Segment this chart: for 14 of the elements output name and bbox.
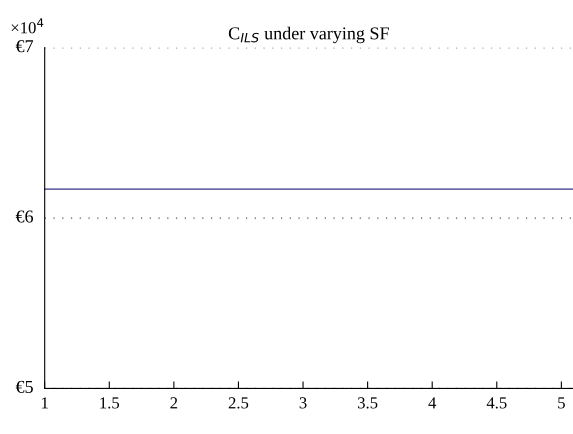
x-tick-label: 5 xyxy=(558,397,565,408)
x-tick-label: 4 xyxy=(428,397,436,408)
x-tick-label: 3.5 xyxy=(358,397,378,409)
x-tick-label: 1 xyxy=(42,397,48,408)
x-tick-label: 1.5 xyxy=(100,397,120,409)
y-tick-label: €6 xyxy=(16,210,34,223)
x-tick-label: 4.5 xyxy=(486,397,507,409)
chart-title: C$_{ILS}$ under varying SF xyxy=(228,26,389,44)
x-tick-label: 2 xyxy=(170,397,178,408)
text: ×10$^{4}$ xyxy=(12,18,44,34)
x-tick-label: 3 xyxy=(300,397,307,408)
y-tick-label: €7 xyxy=(16,40,34,52)
x-tick-label: 2.5 xyxy=(228,397,248,409)
y-tick-label: €5 xyxy=(16,380,33,393)
